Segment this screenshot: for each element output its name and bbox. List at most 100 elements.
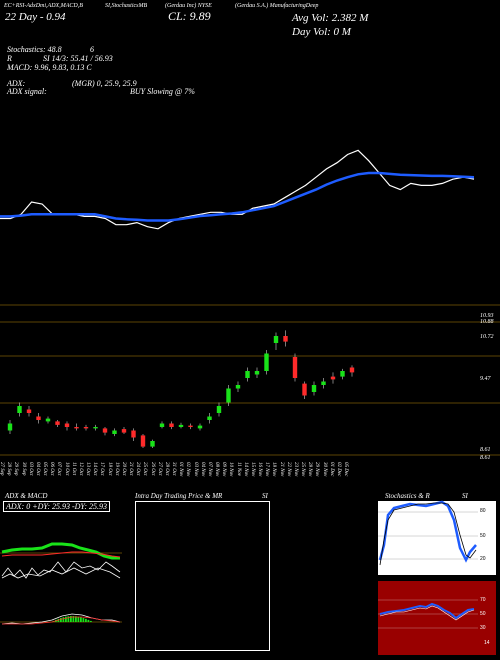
macd-hist-bar — [65, 616, 67, 622]
avg-volume-label: Avg Vol: 2.382 M — [292, 12, 369, 24]
candle-body-up — [93, 427, 98, 429]
candle-body-down — [64, 423, 70, 427]
candle — [131, 428, 136, 441]
candle-body-up — [273, 336, 279, 343]
candle-body-down — [26, 409, 32, 413]
candle — [17, 402, 22, 417]
stochastics-panel-si: SI — [462, 492, 468, 500]
rsi-tick: 30 — [480, 625, 486, 631]
candle-body-down — [83, 427, 89, 429]
candle-body-down — [55, 421, 60, 425]
adx-white-line — [1, 561, 121, 579]
stochastics-readout: Stochastics: 48.8 — [7, 45, 62, 54]
price-axis-label: 10.93 — [480, 313, 494, 319]
candle-body-down — [131, 430, 136, 438]
stoch-tick: 80 — [480, 508, 486, 514]
adx-white-line-2 — [1, 567, 121, 579]
price-axis-label: 9.47 — [480, 376, 491, 382]
candle-body-down — [121, 429, 127, 433]
candle — [311, 381, 317, 396]
close-price-label: CL: 9.89 — [168, 9, 211, 23]
intraday-panel-si: SI — [262, 492, 268, 500]
macd-hist-bar — [72, 616, 75, 622]
macd-hist-bar — [67, 616, 70, 622]
candle-body-down — [102, 428, 108, 433]
macd-hist-bar — [75, 616, 77, 622]
candle-body-up — [340, 371, 345, 377]
candle-body-up — [159, 423, 165, 427]
candle — [216, 402, 222, 417]
rsi-panel — [378, 581, 496, 655]
candle — [102, 427, 108, 436]
candle-body-up — [112, 430, 117, 434]
intraday-panel-title: Intra Day Trading Price & MR — [135, 492, 223, 500]
candle-body-up — [207, 416, 212, 420]
macd-hist-bar — [82, 617, 85, 622]
candle — [83, 424, 89, 431]
candle-body-down — [36, 416, 41, 420]
day-volume-label: Day Vol: 0 M — [292, 26, 351, 38]
moving-average-line — [0, 171, 475, 222]
candle — [93, 424, 98, 431]
rsi-white-line — [379, 605, 475, 621]
candle-body-down — [140, 435, 146, 447]
header-company: (Gerdau Inc) NYSE — [165, 3, 212, 9]
candle-body-down — [169, 423, 174, 427]
adx-panel-values: ADX: 0 +DY: 25.93 -DY: 25.93 — [3, 501, 111, 512]
candle-body-down — [74, 427, 79, 429]
buy-signal-text: BUY Slowing @ 7% — [130, 87, 195, 96]
adx-panel-title: ADX & MACD — [5, 492, 48, 500]
stoch-tick: 20 — [480, 556, 486, 562]
candle-body-down — [349, 367, 355, 373]
candle — [292, 353, 298, 382]
price-axis-label: 10.72 — [480, 334, 494, 340]
adx-signal-label: ADX signal: — [7, 87, 47, 96]
price-line-layer — [0, 149, 475, 230]
candle-body-down — [188, 425, 193, 427]
rsi-tick: 70 — [480, 597, 486, 603]
candle — [245, 367, 250, 382]
candle — [140, 434, 146, 448]
candle — [55, 420, 60, 427]
candle — [74, 423, 79, 431]
candle-body-up — [7, 423, 13, 431]
candle-body-up — [45, 418, 51, 422]
candle — [273, 332, 279, 350]
candle — [150, 439, 155, 448]
candle-body-up — [197, 425, 203, 429]
macd-hist-bar — [87, 619, 90, 622]
macd-hist-bar — [60, 617, 62, 622]
macd-hist-bar — [62, 617, 65, 622]
candle-body-up — [178, 424, 184, 427]
rsi-tick: 50 — [480, 611, 486, 617]
stochastics-panel — [378, 501, 496, 575]
macd-hist-bar — [90, 620, 92, 622]
macd-hist-bar — [70, 616, 72, 622]
rsi-bottom-tick: 14 — [484, 640, 490, 646]
macd-hist-bar — [80, 617, 82, 622]
si-r-label: R — [7, 54, 12, 63]
price-axis-label: 10.88 — [480, 319, 494, 325]
adx-red-line — [1, 551, 121, 558]
candle-body-down — [330, 376, 336, 380]
candle-body-up — [216, 406, 222, 413]
candle-body-up — [17, 406, 22, 413]
stoch-black-line — [379, 502, 477, 566]
candle — [197, 423, 203, 431]
candle — [169, 421, 174, 430]
price-axis-label: 8.61 — [480, 455, 491, 461]
intraday-panel — [135, 501, 270, 651]
candle-layer — [7, 330, 355, 448]
macd-signal-line — [2, 616, 121, 625]
candle — [45, 416, 51, 424]
candle — [7, 420, 13, 434]
candle — [121, 427, 127, 434]
candle — [283, 330, 288, 347]
candle — [349, 365, 355, 377]
candle-body-down — [302, 383, 307, 396]
si-readout: SI 14/3: 55.41 / 56.93 — [43, 54, 113, 63]
candle-body-up — [150, 441, 155, 447]
candle-body-up — [226, 388, 231, 403]
candle — [64, 421, 70, 431]
